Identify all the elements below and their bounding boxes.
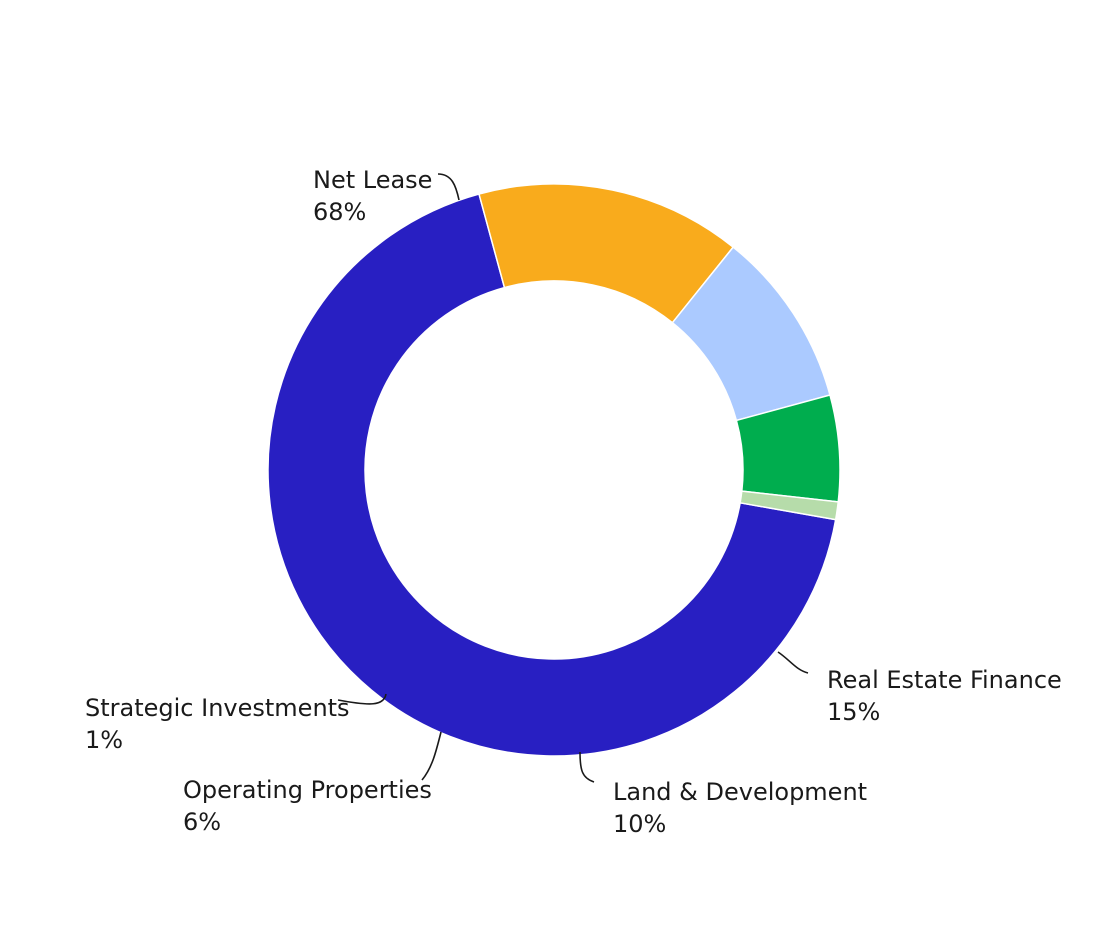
- slice-group: [267, 183, 841, 757]
- slice-label-name: Strategic Investments: [85, 694, 350, 722]
- slice-label-land-and-development: Land & Development 10%: [613, 778, 867, 838]
- slice-net-lease: [267, 193, 837, 757]
- leader-line-land-and-development: [579, 751, 595, 783]
- slice-label-strategic-investments: Strategic Investments 1%: [85, 694, 350, 754]
- leader-line-real-estate-finance: [777, 651, 809, 674]
- leader-line-operating-properties: [421, 731, 442, 781]
- slice-label-name: Net Lease: [313, 166, 432, 194]
- slice-label-operating-properties: Operating Properties 6%: [183, 776, 432, 836]
- slice-label-net-lease: Net Lease 68%: [313, 166, 432, 226]
- slice-label-name: Operating Properties: [183, 776, 432, 804]
- slice-label-value: 1%: [85, 726, 123, 754]
- leader-line-strategic-investments: [337, 693, 387, 705]
- slice-label-value: 6%: [183, 808, 221, 836]
- slice-label-value: 68%: [313, 198, 366, 226]
- leader-line-net-lease: [437, 173, 460, 201]
- label-group: Net Lease 68% Real Estate Finance 15% Land &…: [85, 166, 1062, 838]
- slice-label-name: Real Estate Finance: [827, 666, 1062, 694]
- leader-line-group: [337, 173, 809, 783]
- slice-label-value: 15%: [827, 698, 880, 726]
- slice-label-real-estate-finance: Real Estate Finance 15%: [827, 666, 1062, 726]
- slice-strategic-investments: [739, 490, 840, 521]
- slice-label-value: 10%: [613, 810, 666, 838]
- slice-label-name: Land & Development: [613, 778, 867, 806]
